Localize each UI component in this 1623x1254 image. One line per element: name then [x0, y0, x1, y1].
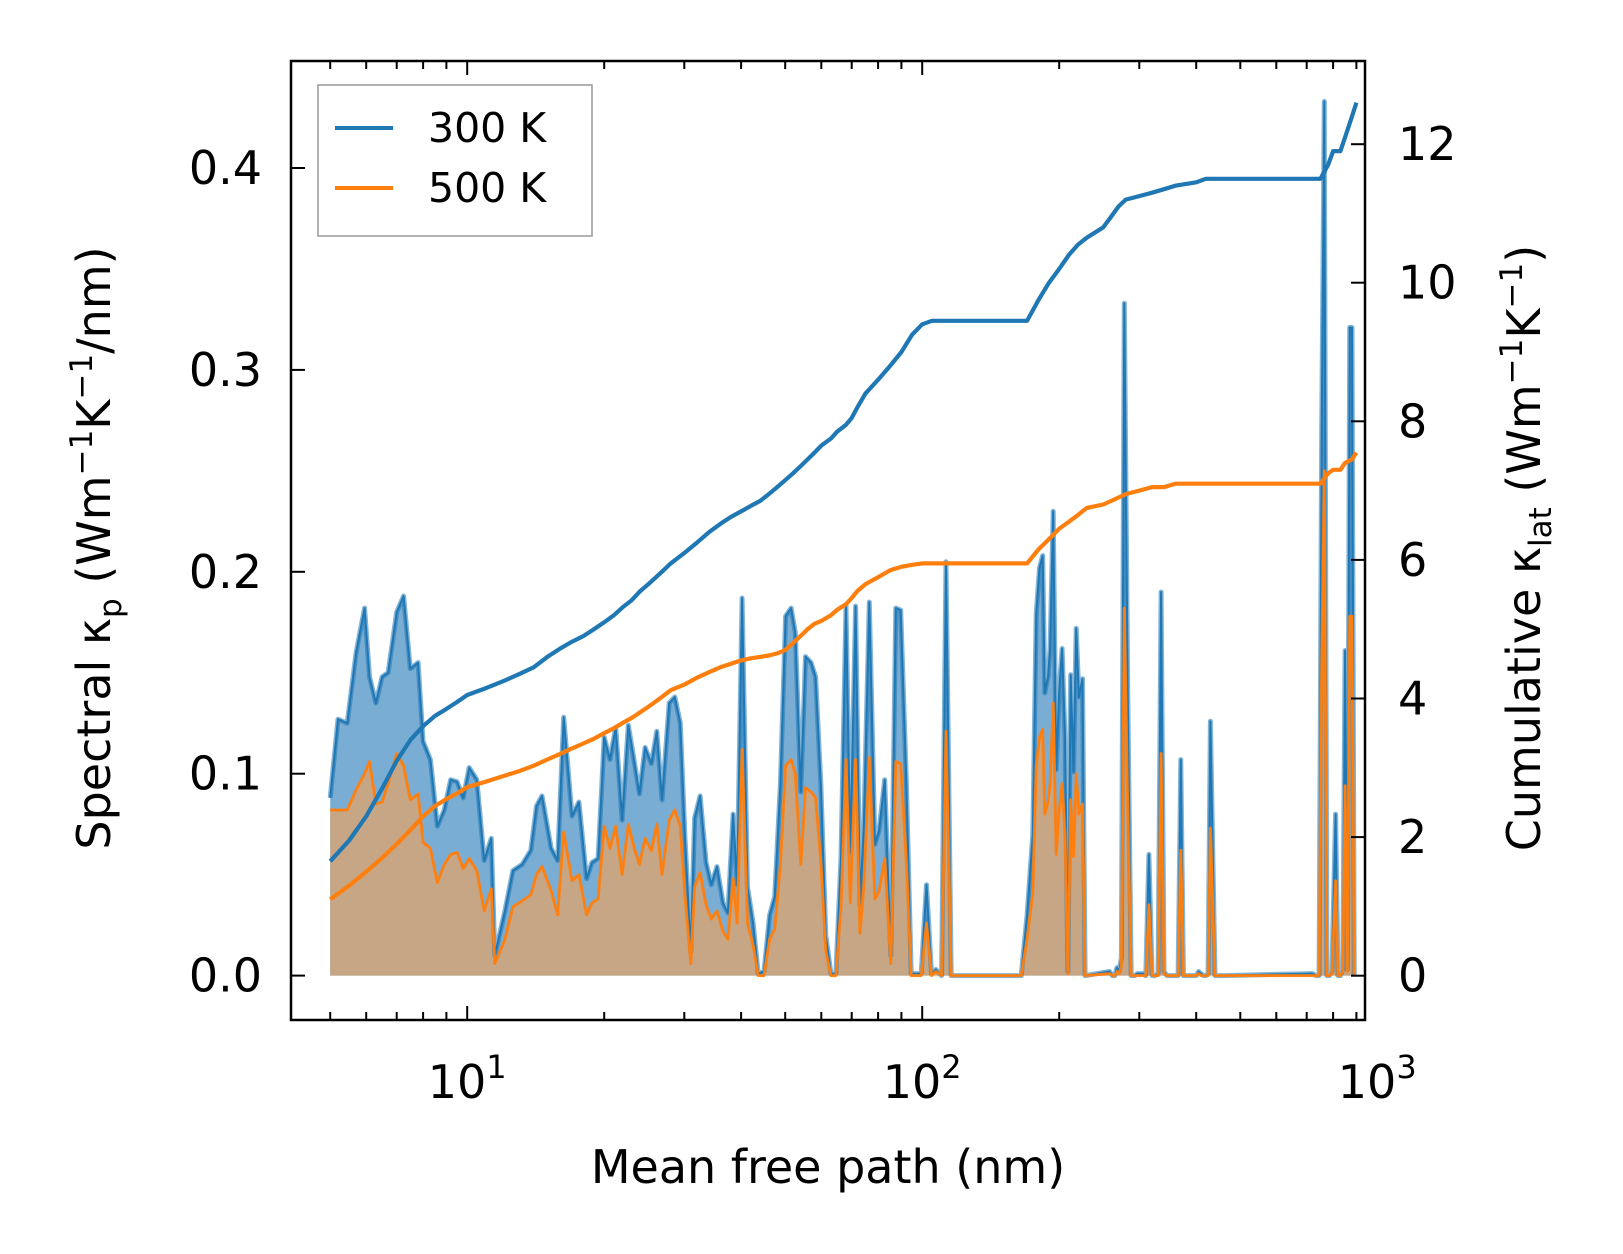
- left-axis-title-unit-b: K: [67, 398, 121, 430]
- right-axis-title-unit-c: ): [1497, 245, 1551, 263]
- left-axis-title-unit-c: /nm): [67, 246, 121, 353]
- left-axis-title-sup1: −1: [64, 430, 100, 476]
- x-tick-label-exponent: 1: [486, 1048, 506, 1086]
- cumulative-line-layer: [328, 101, 1359, 902]
- legend-500k-label: 500 K: [428, 164, 547, 212]
- x-tick-label: 103: [1338, 1048, 1417, 1109]
- y-left-tick-label: 0.1: [189, 747, 262, 801]
- y-right-tick-label: 10: [1398, 256, 1457, 310]
- right-axis-title-sub: lat: [1523, 507, 1559, 547]
- spectral-line-layer: [327, 98, 1357, 979]
- x-tick-label-base: 10: [883, 1055, 942, 1109]
- y-left-tick-label: 0.0: [189, 949, 262, 1003]
- y-left-tick-label: 0.4: [189, 141, 262, 195]
- y-right-tick-label: 12: [1398, 117, 1457, 171]
- y-right-tick-label: 4: [1398, 672, 1427, 726]
- y-left-tick-label: 0.3: [189, 343, 262, 397]
- y-right-tick-label: 2: [1398, 810, 1427, 864]
- legend-box: [317, 84, 593, 237]
- right-axis-title-unit-a: (Wm: [1497, 384, 1551, 507]
- legend-300k-label: 300 K: [428, 104, 547, 152]
- left-axis-title-main: Spectral κ: [67, 618, 121, 850]
- left-axis-title-unit-a: (Wm: [67, 475, 121, 598]
- y-right-tick-label: 8: [1398, 394, 1427, 448]
- right-axis-title-sup2: −1: [1494, 263, 1530, 309]
- right-axis-title-main: Cumulative κ: [1497, 547, 1551, 851]
- y-right-tick-label: 0: [1398, 949, 1427, 1003]
- x-tick-label-base: 10: [428, 1055, 487, 1109]
- right-axis-title: Cumulative κlat (Wm−1K−1): [1494, 245, 1559, 851]
- x-axis-title: Mean free path (nm): [591, 1140, 1065, 1194]
- right-axis-title-sup1: −1: [1494, 339, 1530, 385]
- right-axis-title-unit-b: K: [1497, 307, 1551, 339]
- x-tick-label-exponent: 3: [1396, 1048, 1416, 1086]
- x-tick-label: 101: [428, 1048, 507, 1109]
- x-tick-label-base: 10: [1338, 1055, 1397, 1109]
- y-left-tick-label: 0.2: [189, 545, 262, 599]
- left-axis-title-sub: p: [93, 598, 129, 618]
- cumulative-line-300k: [328, 101, 1359, 863]
- left-axis-title: Spectral κp (Wm−1K−1/nm): [64, 246, 129, 849]
- legend: 300 K 500 K: [317, 84, 593, 237]
- x-tick-label-exponent: 2: [941, 1048, 961, 1086]
- y-right-tick-label: 6: [1398, 533, 1427, 587]
- x-tick-label: 102: [883, 1048, 962, 1109]
- left-axis-title-sup2: −1: [64, 354, 100, 400]
- plot-frame: [289, 59, 1367, 1022]
- spectral-line-500k: [330, 469, 1356, 977]
- cumulative-line-500k: [328, 451, 1359, 902]
